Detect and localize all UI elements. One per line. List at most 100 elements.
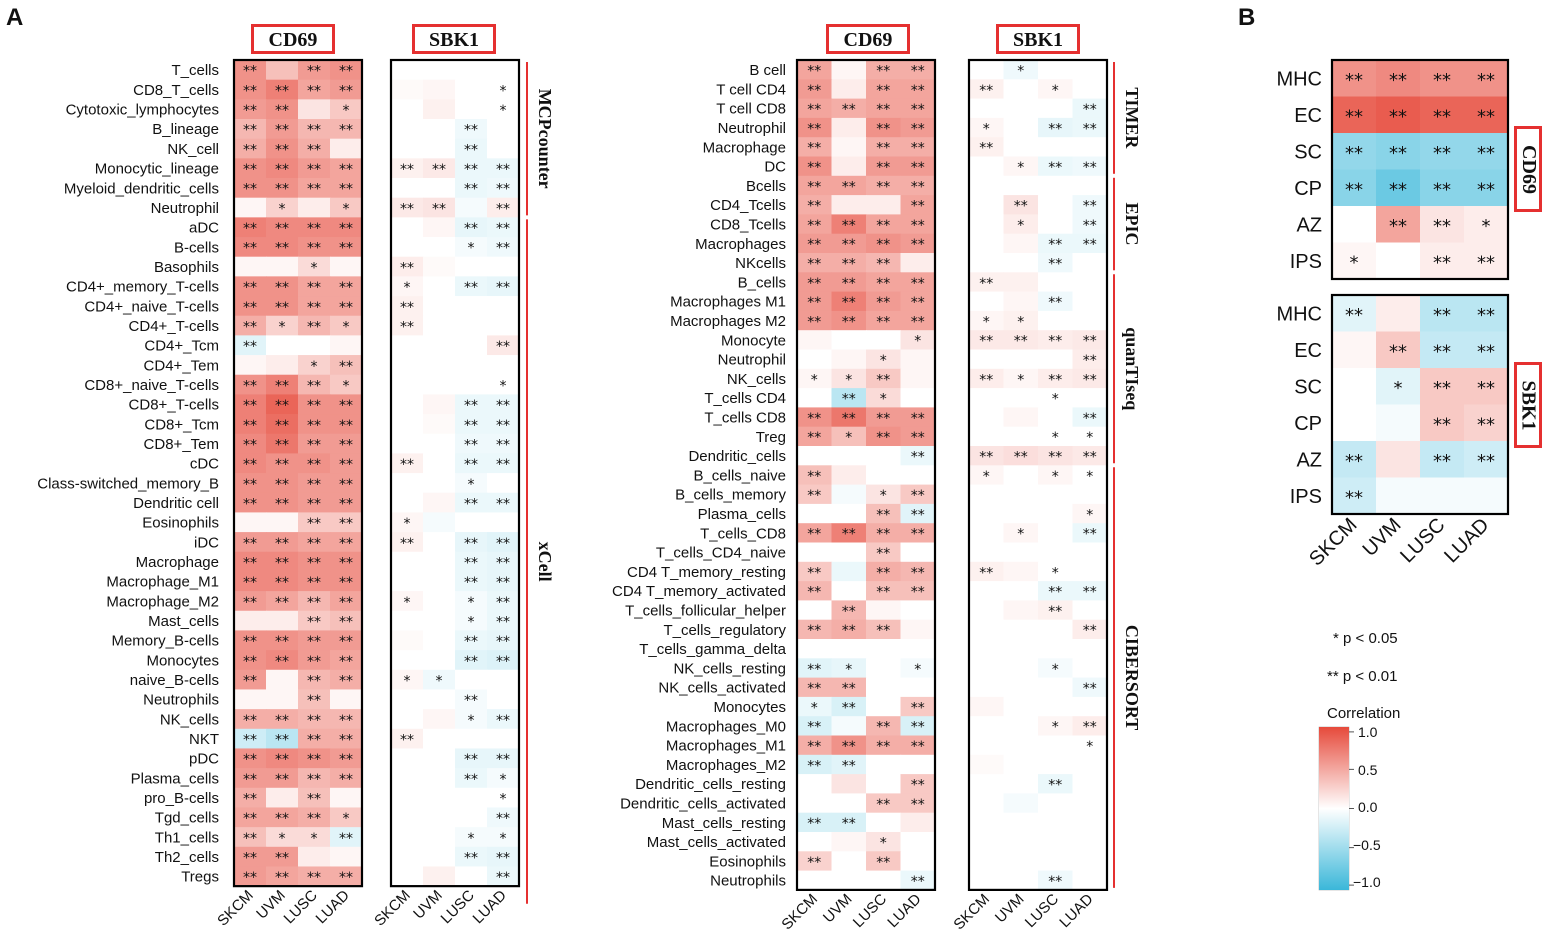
- right-cd69-cell: [797, 696, 833, 717]
- left-sbk1-sig: **: [496, 851, 510, 867]
- right-cd69-cell: [797, 214, 833, 235]
- left-cd69-cell: [330, 807, 363, 828]
- right-sbk1-cell: [1038, 832, 1074, 852]
- left-cd69-cell: [298, 591, 331, 612]
- left-cd69-cell: [234, 453, 267, 474]
- right-cd69-cell: [866, 754, 902, 775]
- left-cd69-cell: [298, 866, 331, 887]
- left-cd69-sig: **: [307, 811, 321, 827]
- left-cd69-sig: **: [243, 221, 257, 237]
- left-sbk1-sig: *: [404, 595, 411, 611]
- left-sbk1-sig: *: [500, 103, 507, 119]
- left-cd69-sig: **: [275, 162, 289, 178]
- right-row-label: T_cells_CD4_naive: [656, 545, 786, 562]
- right-sbk1-cell: [1072, 310, 1108, 331]
- left-sbk1-cell: [423, 79, 456, 100]
- b-x-label: LUSC: [1396, 514, 1449, 567]
- right-sbk1-cell: [969, 600, 1005, 621]
- right-cd69-cell: [900, 561, 936, 582]
- left-cd69-cell: [266, 217, 299, 238]
- left-cd69-sig: **: [275, 654, 289, 670]
- left-sbk1-sig: *: [468, 595, 475, 611]
- left-cd69-cell: [234, 532, 267, 553]
- left-cd69-sig: **: [243, 83, 257, 99]
- right-sbk1-cell: [1003, 137, 1039, 158]
- left-sbk1-sig: **: [400, 457, 414, 473]
- right-sbk1-cell: [1003, 175, 1039, 196]
- left-cd69-sig: **: [243, 575, 257, 591]
- left-cd69-sig: **: [275, 713, 289, 729]
- right-cd69-cell: [797, 291, 833, 312]
- legend-tick-3: 0.0: [1358, 799, 1378, 815]
- right-sbk1-cell: [1072, 503, 1108, 524]
- right-sbk1-sig: *: [983, 314, 990, 330]
- b-cd69-row-label: AZ: [1296, 214, 1322, 236]
- right-cd69-cell: [900, 446, 936, 466]
- left-cd69-cell: [298, 433, 331, 454]
- left-cd69-sig: **: [339, 437, 353, 453]
- b-sbk1-cell: [1376, 441, 1421, 479]
- b-cd69-row-label: MHC: [1276, 68, 1322, 90]
- heatmap-cells-layer: [234, 60, 1509, 891]
- right-cd69-cell: [900, 156, 936, 177]
- right-cd69-cell: [900, 658, 936, 679]
- right-sbk1-cell: [1038, 388, 1074, 408]
- left-cd69-cell: [266, 630, 299, 651]
- left-cd69-cell: [298, 748, 331, 769]
- right-cd69-sig: **: [842, 816, 856, 832]
- right-sbk1-cell: [1038, 349, 1074, 370]
- right-cd69-sig: **: [911, 778, 925, 794]
- left-sbk1-cell: [423, 866, 456, 887]
- left-cd69-cell: [266, 846, 299, 868]
- left-sbk1-cell: [487, 787, 520, 809]
- right-sbk1-sig: **: [979, 334, 993, 350]
- right-cd69-cell: [866, 117, 902, 138]
- right-sbk1-cell: [1038, 812, 1074, 833]
- right-cd69-sig: **: [911, 527, 925, 543]
- right-cd69-sig: **: [876, 83, 890, 99]
- left-cd69-cell: [234, 414, 267, 435]
- right-cd69-sig: **: [876, 507, 890, 523]
- left-sbk1-cell: [423, 355, 456, 376]
- left-cd69-cell: [330, 217, 363, 238]
- right-cd69-sig: **: [911, 507, 925, 523]
- left-row-label: B_lineage: [152, 121, 219, 138]
- right-sbk1-cell: [1003, 561, 1039, 582]
- right-cd69-cell: [831, 310, 867, 331]
- right-sbk1-cell: [1072, 233, 1108, 254]
- right-cd69-sig: **: [842, 681, 856, 697]
- right-sbk1-sig: **: [1083, 372, 1097, 388]
- right-sbk1-cell: [1003, 851, 1039, 872]
- left-sbk1-cell: [487, 99, 520, 120]
- right-cd69-sig: **: [876, 855, 890, 871]
- left-cd69-sig: **: [339, 359, 353, 375]
- left-cd69-cell: [330, 551, 363, 573]
- left-sbk1-cell: [391, 571, 424, 592]
- left-cd69-sig: *: [279, 319, 286, 335]
- right-sbk1-cell: [969, 832, 1005, 852]
- right-cd69-cell: [866, 349, 902, 370]
- right-cd69-cell: [831, 117, 867, 138]
- left-cd69-sig: **: [307, 123, 321, 139]
- right-cd69-sig: **: [807, 488, 821, 504]
- left-sbk1-sig: **: [496, 713, 510, 729]
- right-cd69-cell: [831, 600, 867, 621]
- left-cd69-sig: **: [275, 870, 289, 886]
- right-sbk1-sig: **: [1048, 334, 1062, 350]
- right-sbk1-cell: [1003, 581, 1039, 601]
- left-sbk1-cell: [455, 827, 488, 848]
- left-sbk1-cell: [455, 709, 488, 730]
- left-cd69-cell: [298, 453, 331, 474]
- left-cd69-cell: [330, 79, 363, 100]
- left-sbk1-sig: *: [468, 477, 475, 493]
- left-cd69-cell: [234, 99, 267, 120]
- left-cd69-cell: [266, 532, 299, 553]
- b-cd69-row-label: EC: [1294, 105, 1322, 127]
- right-sbk1-sig: **: [1048, 372, 1062, 388]
- right-row-label: Dendritic_cells_activated: [620, 795, 786, 812]
- right-sbk1-cell: [1072, 754, 1108, 775]
- right-cd69-cell: [866, 561, 902, 582]
- right-row-label: Macrophages M2: [670, 313, 786, 330]
- left-sbk1-sig: *: [468, 241, 475, 257]
- left-cd69-cell: [266, 669, 299, 691]
